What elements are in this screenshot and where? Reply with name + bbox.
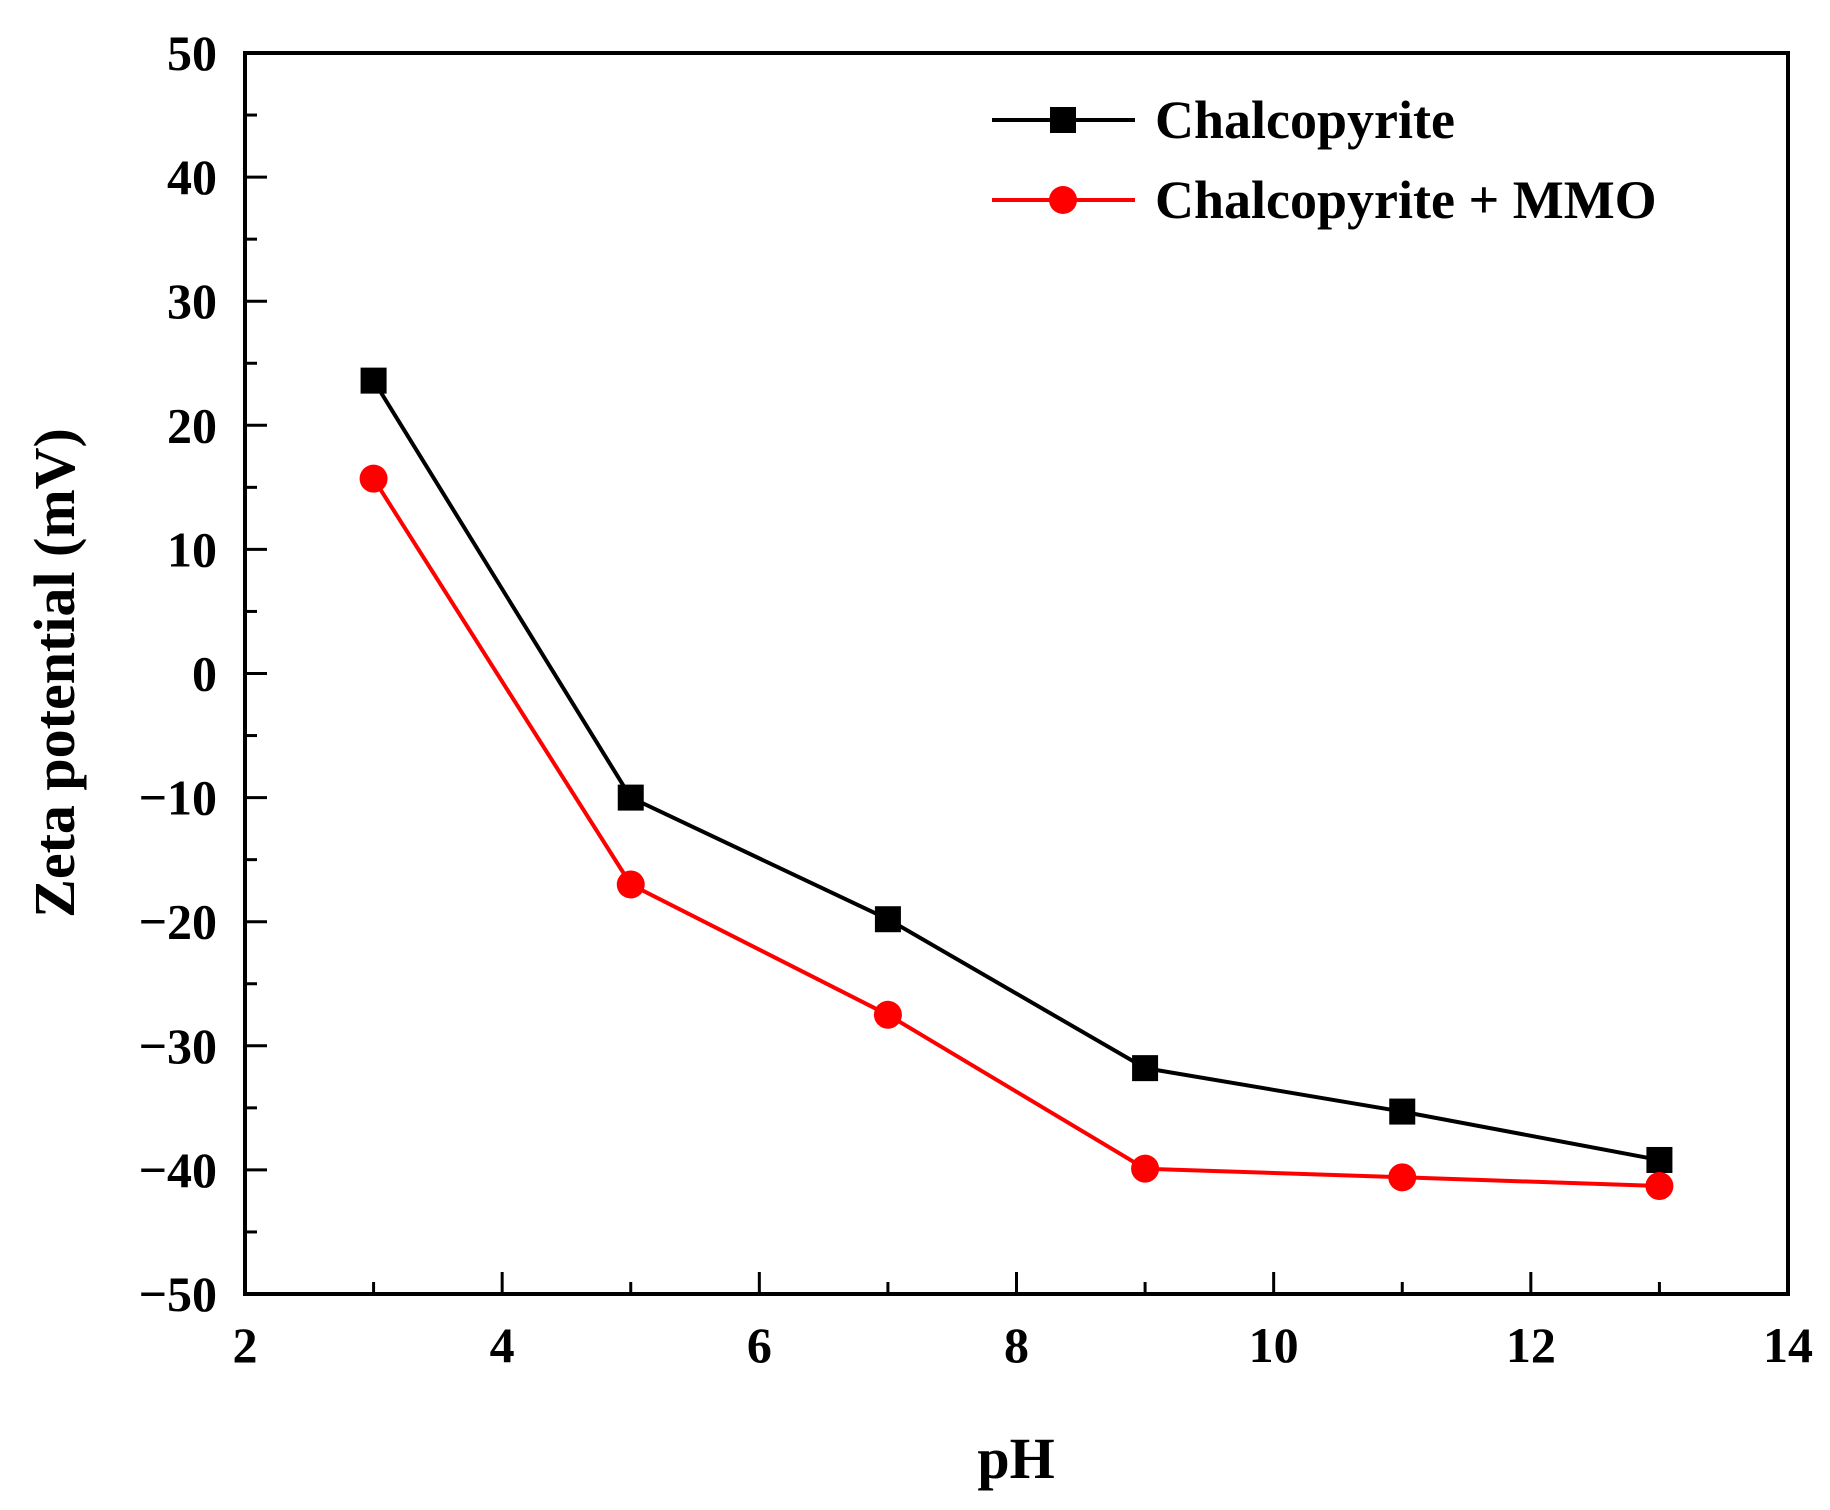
data-point-circle (1645, 1172, 1674, 1201)
y-tick-label: −20 (139, 894, 218, 950)
y-tick-label: 20 (167, 397, 217, 453)
x-tick-label: 2 (233, 1317, 258, 1373)
y-tick-label: 50 (167, 25, 217, 81)
plot-frame (243, 51, 1790, 1296)
x-tick-label: 12 (1506, 1317, 1556, 1373)
data-point-square (617, 784, 644, 811)
data-point-circle (1131, 1154, 1160, 1183)
x-tick-labels: 2 4 6 8 10 12 14 (233, 1317, 1814, 1373)
legend: Chalcopyrite Chalcopyrite + MMO (992, 90, 1657, 230)
legend-marker-circle (1049, 186, 1077, 214)
major-ticks (245, 175, 1533, 1294)
data-point-square (1132, 1055, 1159, 1082)
y-axis-title: Zeta potential (mV) (22, 428, 87, 918)
y-tick-label: −40 (139, 1142, 218, 1198)
y-tick-label: −50 (139, 1266, 218, 1322)
data-point-square (1389, 1098, 1416, 1125)
x-tick-label: 4 (490, 1317, 515, 1373)
data-point-square (1646, 1146, 1673, 1173)
data-point-circle (873, 1000, 902, 1029)
x-tick-label: 8 (1004, 1317, 1029, 1373)
legend-marker-square (1050, 107, 1076, 133)
x-axis-title: pH (977, 1426, 1054, 1491)
legend-label-0: Chalcopyrite (1155, 90, 1455, 150)
y-tick-label: 30 (167, 273, 217, 329)
data-point-circle (616, 870, 645, 899)
x-tick-label: 6 (747, 1317, 772, 1373)
y-tick-label: 0 (192, 646, 217, 702)
y-tick-label: −10 (139, 770, 218, 826)
series-line-0 (371, 379, 1660, 1162)
y-tick-label: −30 (139, 1018, 218, 1074)
series-layer (359, 367, 1674, 1201)
y-tick-label: 10 (167, 521, 217, 577)
series-line-1 (371, 477, 1660, 1188)
data-point-square (360, 367, 387, 394)
y-tick-labels: 50 40 30 20 10 0 −10 −20 −30 −40 −50 (139, 25, 218, 1322)
data-point-square (874, 906, 901, 933)
data-point-circle (359, 464, 388, 493)
y-tick-label: 40 (167, 149, 217, 205)
data-point-circle (1388, 1163, 1417, 1192)
x-tick-label: 10 (1249, 1317, 1299, 1373)
x-tick-label: 14 (1763, 1317, 1813, 1373)
legend-label-1: Chalcopyrite + MMO (1155, 170, 1657, 230)
